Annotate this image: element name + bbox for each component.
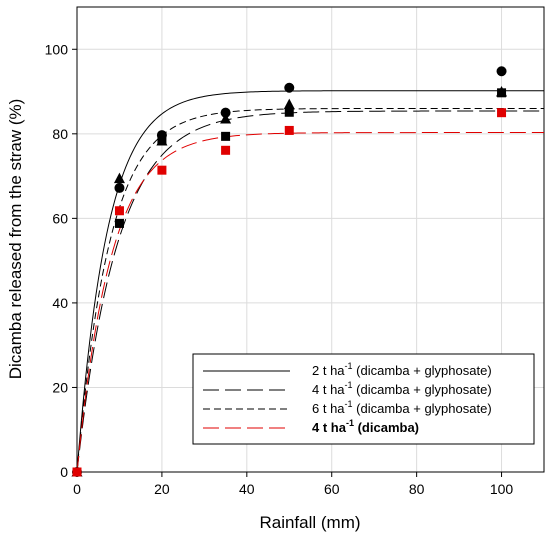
x-tick-label: 20 xyxy=(154,481,170,497)
legend-label: 4 t ha-1 (dicamba) xyxy=(312,418,419,435)
data-point xyxy=(156,135,168,146)
fit-curve xyxy=(76,132,544,473)
data-point xyxy=(72,467,82,477)
data-point xyxy=(283,98,295,110)
x-axis: 0 20 40 60 80 100 xyxy=(73,472,513,497)
legend: 2 t ha-1 (dicamba + glyphosate) 4 t ha-1 … xyxy=(192,353,535,445)
data-point xyxy=(157,165,167,175)
y-tick-label: 80 xyxy=(52,126,68,142)
legend-label: 6 t ha-1 (dicamba + glyphosate) xyxy=(312,399,492,416)
data-point xyxy=(221,145,231,155)
y-axis-title: Dicamba released from the straw (%) xyxy=(6,99,25,380)
fit-curve xyxy=(76,90,544,473)
x-axis-title: Rainfall (mm) xyxy=(259,513,360,532)
data-point xyxy=(284,107,294,117)
legend-label: 2 t ha-1 (dicamba + glyphosate) xyxy=(312,361,492,378)
y-tick-label: 100 xyxy=(45,41,69,57)
fit-curve xyxy=(76,107,544,473)
data-markers xyxy=(71,66,508,477)
x-tick-label: 60 xyxy=(324,481,340,497)
data-point xyxy=(496,85,508,97)
legend-box xyxy=(192,353,535,445)
data-point xyxy=(496,66,507,77)
data-point xyxy=(284,82,295,93)
x-tick-label: 100 xyxy=(490,481,514,497)
y-tick-label: 0 xyxy=(60,464,68,480)
legend-label: 4 t ha-1 (dicamba + glyphosate) xyxy=(312,380,492,397)
plot-frame xyxy=(76,6,545,473)
fitted-curves xyxy=(76,90,544,473)
data-point xyxy=(113,172,125,184)
x-tick-label: 80 xyxy=(409,481,425,497)
data-point xyxy=(114,182,125,193)
data-point xyxy=(114,206,124,216)
data-point xyxy=(220,113,232,124)
y-tick-label: 60 xyxy=(52,210,68,226)
data-point xyxy=(497,108,507,118)
y-tick-label: 40 xyxy=(52,295,68,311)
y-axis: 0 20 40 60 80 100 xyxy=(45,41,77,480)
data-point xyxy=(114,218,124,228)
fit-curve xyxy=(76,110,544,473)
x-tick-label: 40 xyxy=(239,481,255,497)
y-tick-label: 20 xyxy=(52,379,68,395)
data-point xyxy=(220,107,231,118)
data-point xyxy=(284,125,294,135)
x-tick-label: 0 xyxy=(73,481,81,497)
data-point xyxy=(221,131,231,141)
